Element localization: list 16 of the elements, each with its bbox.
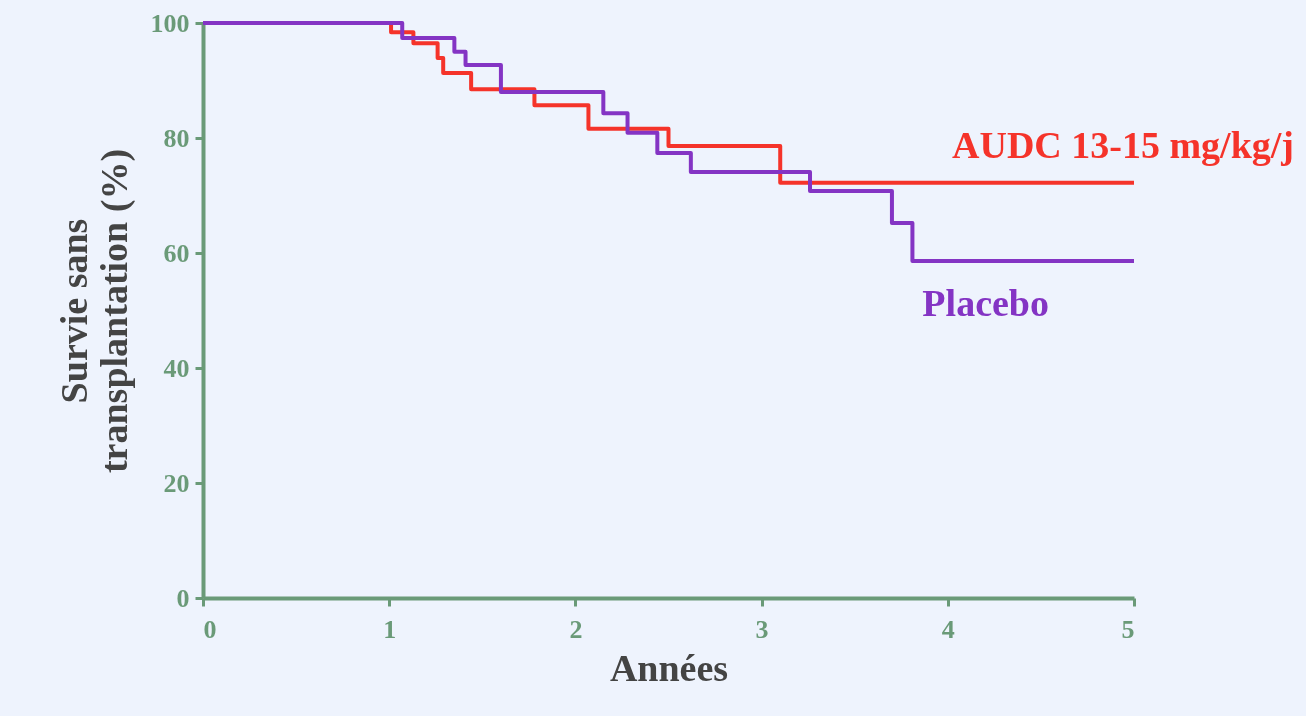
x-axis-title: Années [609, 646, 729, 689]
x-tick-label: 5 [1121, 614, 1135, 644]
y-axis-title: Survie sans transplantation (%) [52, 148, 136, 474]
y-tick-label: 100 [150, 8, 190, 38]
y-tick-label: 40 [163, 353, 190, 383]
series-label: AUDC 13-15 mg/kg/j [952, 123, 1294, 166]
y-tick-label: 20 [163, 468, 190, 498]
series-label: Placebo [922, 282, 1049, 325]
y-tick-label: 60 [163, 238, 190, 268]
x-tick-label: 2 [569, 614, 583, 644]
y-tick-label: 80 [163, 123, 190, 153]
x-tick-label: 4 [941, 614, 955, 644]
y-tick-label: 0 [176, 583, 190, 613]
x-tick-label: 3 [755, 614, 769, 644]
x-tick-label: 1 [383, 614, 397, 644]
x-tick-label: 0 [203, 614, 217, 644]
